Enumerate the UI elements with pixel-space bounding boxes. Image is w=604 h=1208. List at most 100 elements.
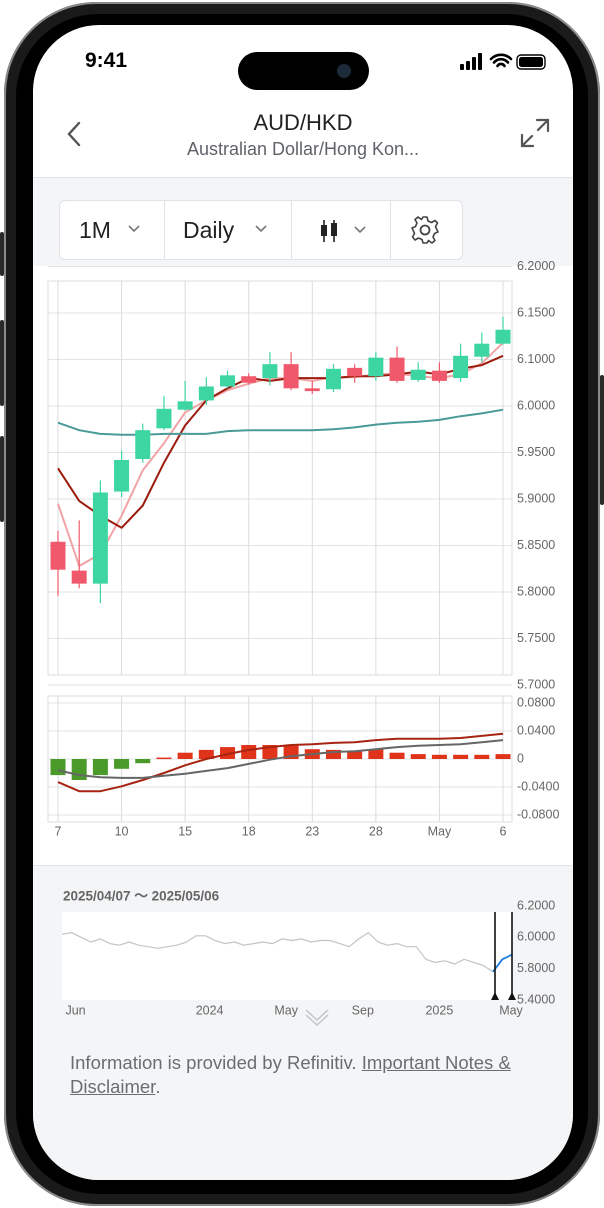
back-icon <box>67 121 81 147</box>
back-button[interactable] <box>63 119 87 149</box>
y-tick-label: 0.0400 <box>517 723 555 737</box>
x-tick-label: 23 <box>305 824 319 838</box>
y-tick-label: 5.8000 <box>517 961 555 975</box>
interval-label: Daily <box>183 217 235 243</box>
gear-outline <box>411 216 439 244</box>
side-button <box>600 375 604 505</box>
chevron-path <box>354 226 366 234</box>
period-select[interactable]: 1M <box>60 201 165 259</box>
macd-bar <box>92 759 108 776</box>
battery <box>516 54 546 70</box>
navigator-line <box>492 953 513 973</box>
y-tick-label: 5.9500 <box>517 445 555 459</box>
period-label: 1M <box>79 217 111 243</box>
macd-bar <box>474 754 490 759</box>
macd-bar <box>135 759 151 764</box>
navigator-line <box>61 932 494 973</box>
macd-bar <box>198 749 214 759</box>
candle-body <box>198 386 214 401</box>
candle-icon <box>321 220 366 242</box>
macd-bar <box>177 752 193 759</box>
candle-body <box>177 401 193 410</box>
x-tick-label: 6 <box>500 824 507 838</box>
macd-bar <box>156 757 172 760</box>
candle-body <box>283 364 299 389</box>
dynamic-island <box>238 52 369 90</box>
candle-body <box>50 541 66 570</box>
macd-bar <box>368 749 384 759</box>
candle-body <box>92 492 108 584</box>
macd-bar <box>50 759 66 776</box>
x-tick-label: 15 <box>178 824 192 838</box>
signal-bar <box>472 57 476 70</box>
y-tick-label: 6.2000 <box>517 898 555 912</box>
x-tick-label: May <box>428 824 452 838</box>
candle-body <box>495 329 511 344</box>
y-tick-label: 6.1500 <box>517 305 555 319</box>
status-icons <box>460 53 546 70</box>
settings-button[interactable] <box>410 215 440 245</box>
y-tick-label: 6.2000 <box>517 259 555 273</box>
x-tick-label: 28 <box>369 824 383 838</box>
x-tick-label: Jun <box>65 1003 85 1017</box>
candle-body <box>410 369 426 380</box>
macd-bar <box>410 754 426 759</box>
signal-bar <box>478 53 482 70</box>
macd-line <box>57 732 504 793</box>
side-button <box>0 232 4 276</box>
plot-frame <box>47 280 513 676</box>
battery-level <box>519 57 543 67</box>
signal-bar <box>460 64 464 70</box>
macd-bar <box>325 749 341 759</box>
gear-hub <box>419 224 431 236</box>
macd-bar <box>495 754 511 759</box>
macd-bar <box>220 747 236 759</box>
expand-icon <box>520 118 550 148</box>
chart-type-select[interactable] <box>292 201 391 259</box>
y-tick-label: -0.0800 <box>517 807 559 821</box>
disclaimer-link[interactable]: Important Notes & Disclaimer <box>70 1052 511 1097</box>
interval-select[interactable]: Daily <box>165 201 292 259</box>
y-tick-label: 5.4000 <box>517 992 555 1006</box>
footer: Information is provided by Refinitiv. Im… <box>70 1051 550 1099</box>
toolbar: 1M Daily <box>59 200 463 260</box>
x-tick-label: 7 <box>55 824 62 838</box>
y-tick-label: 5.8000 <box>517 584 555 598</box>
macd-bar <box>114 759 130 769</box>
candle-body <box>114 459 130 492</box>
x-tick-label: 10 <box>115 824 129 838</box>
candle-icon-body <box>331 223 337 236</box>
footer-text: Information is provided by Refinitiv. <box>70 1052 357 1073</box>
x-tick-label: May <box>499 1003 523 1017</box>
expand-button[interactable] <box>519 117 551 149</box>
handle-grip <box>491 992 516 1000</box>
macd-bar <box>453 754 469 759</box>
candle-body <box>368 357 384 377</box>
ma-line <box>57 408 504 436</box>
y-tick-label: 5.7000 <box>517 677 555 691</box>
ma-line <box>57 342 504 567</box>
candle-body <box>156 408 172 429</box>
y-tick-label: 0.0800 <box>517 695 555 709</box>
candle-body <box>135 430 151 460</box>
navigator-plot <box>62 912 512 1000</box>
signal-bar <box>466 61 470 70</box>
y-tick-label: 6.0000 <box>517 398 555 412</box>
y-tick-label: -0.0400 <box>517 779 559 793</box>
candle-body <box>304 388 320 392</box>
footer-band <box>33 1030 573 1180</box>
candle-body <box>220 375 236 387</box>
wifi-icon <box>489 53 513 68</box>
screen: 9:41 AUD/HKD Australian Dollar/Hong Kon.… <box>33 25 573 1180</box>
candle-body <box>431 370 447 381</box>
macd-bar <box>241 745 257 759</box>
x-tick-label: 18 <box>242 824 256 838</box>
x-tick-label: 2024 <box>196 1003 224 1017</box>
ma-line <box>57 354 504 529</box>
header-subtitle: Australian Dollar/Hong Kon... <box>186 139 420 159</box>
candle-body <box>474 343 490 357</box>
y-tick-label: 0 <box>517 751 524 765</box>
candle-body <box>453 355 469 379</box>
macd-bar <box>389 752 405 759</box>
candle-icon-body <box>321 225 327 236</box>
